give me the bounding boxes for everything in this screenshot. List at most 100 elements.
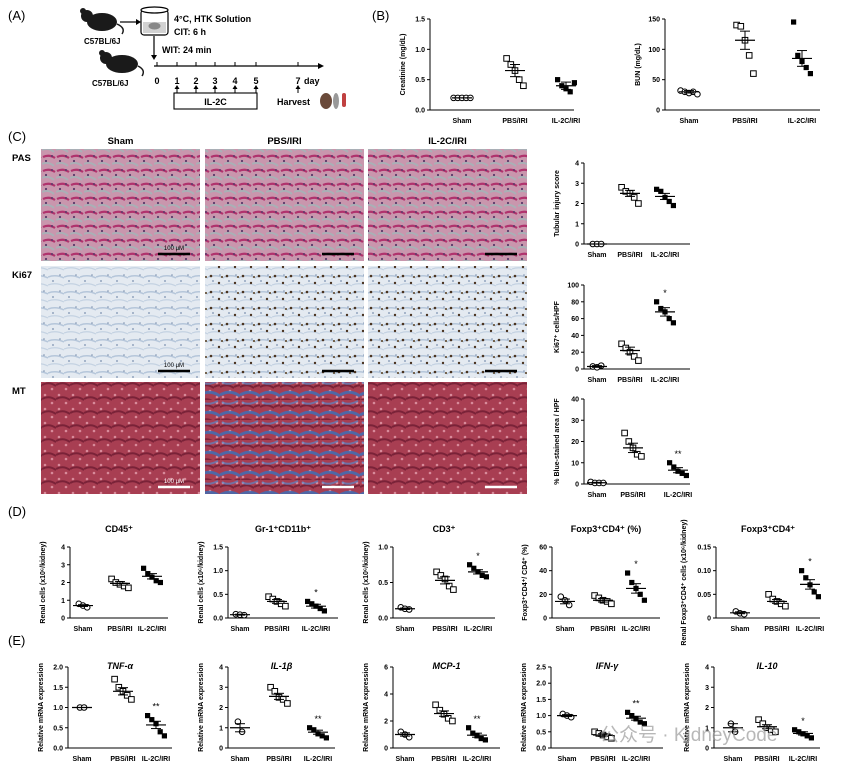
data-point	[125, 584, 132, 592]
histology-column-header: PBS/IRI	[267, 136, 301, 147]
data-point	[437, 572, 445, 579]
y-axis-label: Relative mRNA expression	[363, 663, 370, 752]
data-point	[782, 602, 789, 610]
data-point	[755, 716, 762, 723]
y-tick-label: 50	[652, 77, 660, 84]
y-tick-label: 0.05	[697, 592, 711, 599]
y-tick-label: 3	[61, 562, 65, 569]
data-point	[795, 52, 801, 58]
y-axis-label: Relative mRNA expression	[198, 663, 205, 752]
data-point	[737, 22, 745, 30]
significance-mark: **	[152, 702, 160, 712]
x-category-label: Sham	[557, 756, 576, 763]
data-point	[666, 198, 672, 205]
y-tick-label: 0	[61, 616, 65, 623]
x-category-label: PBS/IRI	[264, 626, 289, 633]
data-point	[145, 713, 151, 719]
histology-row-label: MT	[12, 386, 26, 397]
x-category-label: PBS/IRI	[590, 626, 615, 633]
significance-mark: *	[801, 716, 805, 726]
y-tick-label: 2	[219, 705, 223, 712]
x-category-label: PBS/IRI	[432, 626, 457, 633]
data-point	[282, 602, 289, 610]
x-category-label: Sham	[395, 756, 414, 763]
x-category-label: Sham	[723, 756, 742, 763]
histology-grid: Sham PBS/IRI IL-2C/IRI PAS 100 μM Ki67 100 μM M…	[12, 136, 527, 494]
y-tick-label: 3	[219, 685, 223, 692]
y-tick-label: 2	[384, 719, 388, 726]
significance-mark: *	[663, 288, 667, 298]
y-tick-label: 1.0	[415, 47, 425, 54]
data-point	[108, 575, 115, 583]
data-point	[791, 19, 797, 25]
data-point	[811, 589, 817, 595]
x-category-label: IL-2C/IRI	[464, 626, 492, 633]
y-tick-label: 2	[705, 705, 709, 712]
chart-title: Foxp3⁺CD4⁺ (%)	[571, 524, 642, 534]
y-tick-label: 4	[575, 161, 579, 168]
x-category-label: PBS/IRI	[266, 756, 291, 763]
x-category-label: PBS/IRI	[620, 492, 645, 499]
y-axis-label: Renal cells (x10⁶/kidney)	[363, 541, 370, 623]
dose-arrowhead	[193, 85, 199, 89]
x-category-label: PBS/IRI	[764, 626, 789, 633]
data-point	[637, 591, 643, 597]
x-category-label: Sham	[452, 118, 471, 125]
x-category-label: Sham	[587, 252, 606, 259]
x-category-label: PBS/IRI	[754, 756, 779, 763]
watermark-text: 公众号 · KidneyCode	[600, 724, 777, 746]
y-tick-label: 20	[571, 350, 579, 357]
data-point	[234, 718, 242, 725]
chart-blue-area: 0 10 20 30 40 % Blue-stained area / HPF Sham PB…	[554, 397, 692, 500]
chart-tubular-injury: 0 1 2 3 4 Tubular injury score Sham PBS/IRI IL-2…	[554, 161, 690, 259]
y-tick-label: 1.5	[213, 545, 223, 552]
chart-title: MCP-1	[432, 661, 460, 671]
x-category-label: Sham	[679, 118, 698, 125]
histology-column-header: IL-2C/IRI	[428, 136, 467, 147]
data-point	[141, 565, 147, 571]
x-category-label: PBS/IRI	[732, 118, 757, 125]
panel-label-d: (D)	[8, 504, 26, 519]
timeline-day-label: 0	[154, 76, 159, 86]
histology-image-ki67-1	[205, 266, 364, 378]
solution-text: 4°C, HTK Solution	[174, 14, 251, 24]
significance-mark: **	[473, 714, 481, 724]
x-category-label: IL-2C/IRI	[622, 756, 650, 763]
data-point	[635, 200, 642, 207]
x-category-label: IL-2C/IRI	[552, 118, 580, 125]
x-category-label: Sham	[587, 492, 606, 499]
panel-label-a: (A)	[8, 8, 25, 23]
data-point	[466, 725, 472, 731]
data-point	[807, 71, 813, 77]
x-category-label: IL-2C/IRI	[664, 492, 692, 499]
significance-mark: *	[634, 559, 638, 569]
y-tick-label: 0	[543, 616, 547, 623]
dose-arrowhead	[174, 85, 180, 89]
panel-label-c: (C)	[8, 129, 26, 144]
data-point	[433, 568, 440, 576]
chart-bun: 0 50 100 150 BUN (mg/dL) Sham PBS/IRI IL-2C/IRI	[635, 17, 820, 125]
data-point	[618, 340, 625, 348]
y-tick-label: 3	[705, 685, 709, 692]
donor-strain-label: C57BL/6J	[84, 37, 120, 46]
data-point	[128, 696, 135, 703]
y-tick-label: 0.5	[415, 77, 425, 84]
y-tick-label: 1.0	[536, 713, 546, 720]
chart-tnf: 0.0 0.5 1.0 1.5 2.0 Relative mRNA expression T…	[38, 661, 172, 763]
histology-column-header: Sham	[108, 136, 134, 147]
y-tick-label: 10	[571, 460, 579, 467]
data-point	[618, 184, 625, 191]
data-point	[157, 579, 163, 586]
data-point	[671, 464, 677, 470]
data-point	[625, 709, 631, 715]
y-tick-label: 100	[648, 47, 660, 54]
data-point	[772, 728, 779, 736]
significance-mark: **	[314, 714, 322, 724]
y-tick-label: 1.0	[53, 705, 63, 712]
histology-image-mt-1	[205, 382, 364, 494]
dose-arrowhead	[232, 85, 238, 89]
data-point	[471, 565, 477, 571]
histology-row-label: PAS	[12, 153, 31, 164]
chart-ifng: 0.0 0.5 1.0 1.5 2.0 2.5 Relative mRNA expressi…	[521, 661, 663, 763]
